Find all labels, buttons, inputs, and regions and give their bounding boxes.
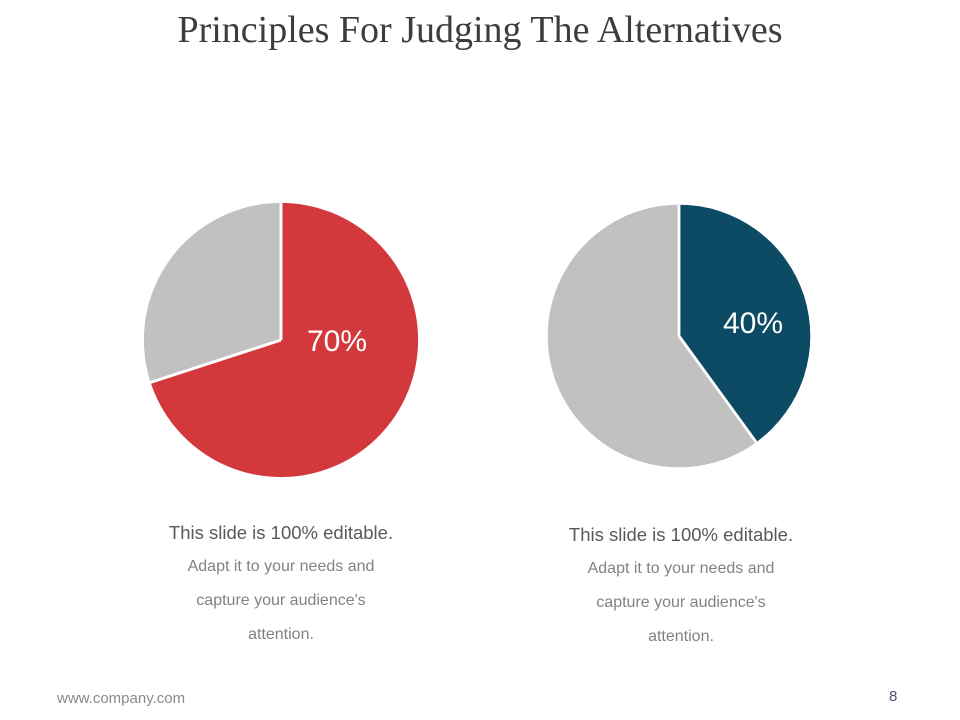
caption-right-line-2: Adapt it to your needs and [587,560,775,577]
caption-right: This slide is 100% editable. Adapt it to… [501,518,861,654]
caption-right-line-1: This slide is 100% editable. [568,524,794,545]
slide-title: Principles For Judging The Alternatives [177,9,783,51]
pie-chart-left: 70% [139,198,423,482]
caption-left: This slide is 100% editable. Adapt it to… [101,516,461,652]
pie-right-data-label: 40% [722,307,784,340]
pie-chart-right: 40% [543,200,815,472]
caption-left-line-1: This slide is 100% editable. [168,522,394,543]
caption-left-line-4: attention. [248,626,314,643]
pie-chart-right-svg [547,204,811,468]
page-number: 8 [889,688,898,705]
pie-chart-left-svg [143,202,419,478]
caption-right-line-4: attention. [648,628,714,645]
caption-left-line-2: Adapt it to your needs and [187,558,375,575]
caption-left-line-3: capture your audience's [196,592,366,609]
footer-website-text: www.company.com [57,690,186,707]
caption-right-line-3: capture your audience's [596,594,766,611]
pie-left-data-label: 70% [306,325,368,358]
